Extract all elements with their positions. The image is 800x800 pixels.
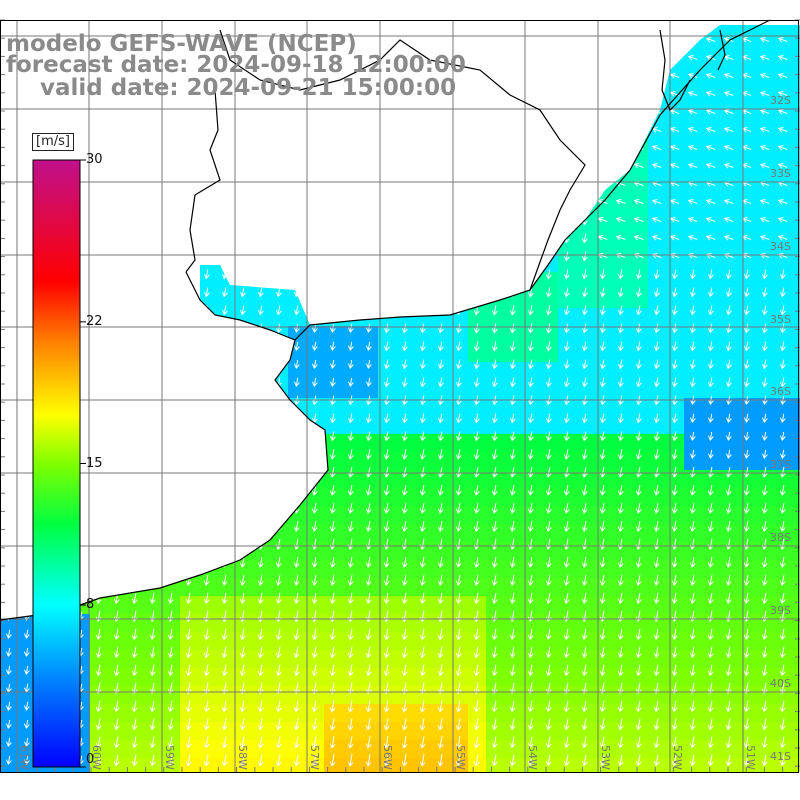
longitude-label: 54W (526, 745, 539, 770)
longitude-label: 57W (308, 745, 321, 770)
coastline (0, 19, 771, 621)
latitude-label: 35S (770, 313, 791, 326)
latitude-label: 39S (770, 604, 791, 617)
colorbar-ticks (80, 159, 86, 768)
latitude-label: 33S (770, 167, 791, 180)
latitude-label: 34S (770, 240, 791, 253)
longitude-label: 59W (163, 745, 176, 770)
colorbar-unit: [m/s] (32, 133, 74, 151)
longitude-label: 55W (454, 745, 467, 770)
longitude-label: 61W (18, 745, 31, 770)
longitude-label: 60W (90, 745, 103, 770)
latitude-label: 38S (770, 531, 791, 544)
latitude-label: 41S (770, 750, 791, 763)
latitude-label: 40S (770, 677, 791, 690)
colorbar-tick-label: 22 (86, 313, 103, 329)
latitude-label: 36S (770, 385, 791, 398)
colorbar (32, 159, 81, 768)
longitude-label: 56W (381, 745, 394, 770)
latitude-labels: 32S 33S 34S 35S 36S 37S 38S 39S 40S 41S (770, 94, 791, 763)
colorbar-tick-label: 30 (86, 152, 103, 167)
longitude-labels: 61W 60W 59W 58W 57W 56W 55W 54W 53W 52W 51W (18, 745, 757, 770)
title-forecast-date: forecast date: 2024-09-18 12:00:00 (6, 52, 466, 78)
colorbar-tick-label: 8 (86, 597, 95, 613)
longitude-label: 51W (744, 745, 757, 770)
longitude-label: 58W (236, 745, 249, 770)
latitude-label: 32S (770, 94, 791, 107)
colorbar-tick-label: 15 (86, 455, 103, 471)
longitude-label: 52W (671, 745, 684, 770)
title-model: modelo GEFS-WAVE (NCEP) (6, 31, 357, 57)
latitude-label: 37S (770, 458, 791, 471)
title-valid-date: valid date: 2024-09-21 15:00:00 (40, 75, 457, 101)
longitude-label: 53W (599, 745, 612, 770)
map-frame (0, 20, 799, 773)
colorbar-tick-label: 0 (86, 752, 95, 767)
grid-lines (0, 19, 800, 772)
